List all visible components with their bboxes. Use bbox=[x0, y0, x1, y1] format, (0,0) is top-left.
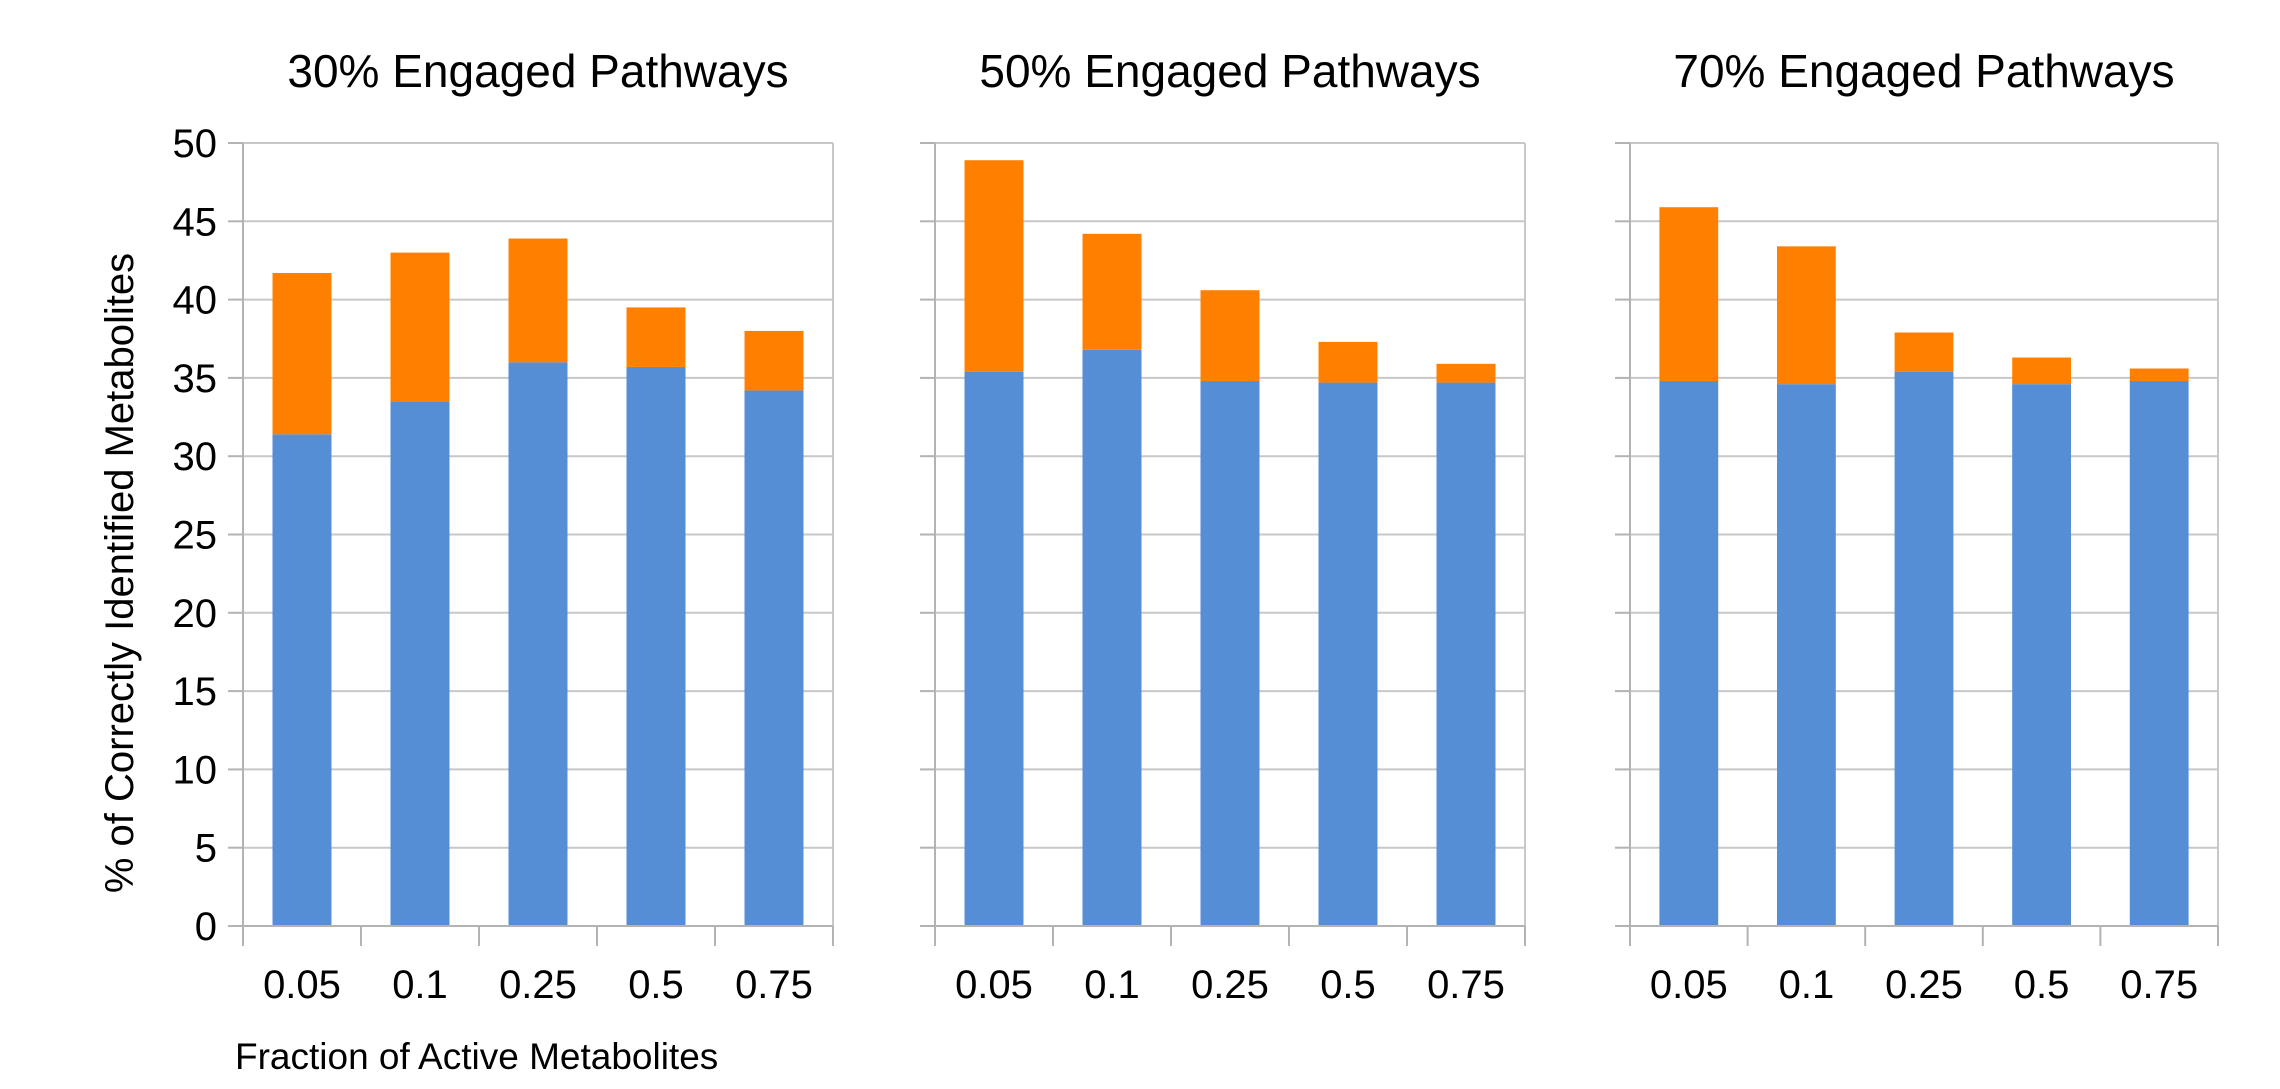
bar-segment-base bbox=[744, 390, 804, 927]
bar-segment-base bbox=[1200, 381, 1260, 927]
bar-segment-base bbox=[1777, 384, 1836, 926]
bar-segment-base bbox=[390, 401, 450, 926]
x-tick-label: 0.1 bbox=[1084, 963, 1140, 1007]
bar-segment-top bbox=[2129, 368, 2189, 382]
bar-segment-top bbox=[1318, 341, 1378, 383]
axes bbox=[228, 142, 834, 946]
bar-segment-base bbox=[272, 434, 332, 926]
chart-panel-50-percent: 50% Engaged Pathways 0.05 0.1 0.25 0.5 0.75 bbox=[920, 45, 1526, 1007]
bar-segment-base bbox=[1436, 382, 1496, 926]
bars bbox=[272, 238, 804, 927]
bar-segment-top bbox=[1082, 233, 1142, 350]
bar-segment-base bbox=[2012, 384, 2071, 926]
y-tick-label: 50 bbox=[173, 122, 218, 166]
x-tick-label: 0.5 bbox=[2014, 963, 2070, 1007]
chart-panel-70-percent: 70% Engaged Pathways 0.05 0.1 0.25 0.5 0.75 bbox=[1615, 45, 2219, 1007]
y-tick-label: 40 bbox=[173, 279, 218, 323]
bar-segment-base bbox=[1659, 381, 1719, 927]
bar-segment-base bbox=[2129, 381, 2189, 927]
bar-segment-top bbox=[1436, 363, 1496, 383]
x-tick-label: 0.75 bbox=[1427, 963, 1505, 1007]
y-tick-label: 30 bbox=[173, 435, 218, 479]
x-tick-label: 0.25 bbox=[499, 963, 577, 1007]
panel-title: 70% Engaged Pathways bbox=[1673, 45, 2174, 97]
x-tick-labels: 0.05 0.1 0.25 0.5 0.75 bbox=[955, 963, 1505, 1007]
bar-segment-base bbox=[1318, 382, 1378, 926]
y-tick-label: 35 bbox=[173, 357, 218, 401]
bar-segment-base bbox=[626, 366, 686, 926]
y-tick-label: 45 bbox=[173, 200, 218, 244]
bar-segment-base bbox=[508, 362, 568, 926]
bar-segment-base bbox=[1894, 371, 1954, 926]
x-tick-label: 0.1 bbox=[1779, 963, 1835, 1007]
bar-segment-top bbox=[1659, 207, 1719, 382]
x-tick-label: 0.5 bbox=[628, 963, 684, 1007]
x-tick-label: 0.1 bbox=[392, 963, 448, 1007]
x-tick-label: 0.05 bbox=[1650, 963, 1728, 1007]
bar-segment-top bbox=[508, 238, 568, 363]
bar-segment-top bbox=[390, 252, 450, 402]
y-tick-label: 5 bbox=[195, 827, 217, 871]
x-tick-labels: 0.05 0.1 0.25 0.5 0.75 bbox=[263, 963, 813, 1007]
y-tick-label: 25 bbox=[173, 514, 218, 558]
x-tick-label: 0.25 bbox=[1191, 963, 1269, 1007]
x-tick-label: 0.05 bbox=[955, 963, 1033, 1007]
bar-segment-top bbox=[964, 160, 1024, 372]
panel-title: 50% Engaged Pathways bbox=[979, 45, 1480, 97]
bar-segment-top bbox=[1894, 332, 1954, 372]
panel-title: 30% Engaged Pathways bbox=[287, 45, 788, 97]
bar-segment-top bbox=[1777, 246, 1836, 385]
y-axis-title: % of Correctly Identified Metabolites bbox=[98, 253, 142, 893]
y-tick-label: 0 bbox=[195, 905, 217, 949]
bar-segment-top bbox=[272, 272, 332, 435]
y-tick-label: 15 bbox=[173, 670, 218, 714]
y-tick-labels: 0 5 10 15 20 25 30 35 40 45 50 bbox=[173, 122, 218, 949]
bars bbox=[964, 160, 1496, 927]
x-tick-label: 0.75 bbox=[2120, 963, 2198, 1007]
x-tick-label: 0.5 bbox=[1320, 963, 1376, 1007]
bar-segment-top bbox=[1200, 290, 1260, 382]
axes bbox=[920, 142, 1526, 946]
chart-panel-30-percent: 30% Engaged Pathways 0 5 10 15 20 25 30 35 40 45 5… bbox=[173, 45, 834, 1007]
bar-segment-top bbox=[744, 330, 804, 391]
bar-segment-top bbox=[626, 307, 686, 367]
x-axis-title: Fraction of Active Metabolites bbox=[235, 1036, 718, 1077]
x-tick-label: 0.05 bbox=[263, 963, 341, 1007]
y-tick-label: 20 bbox=[173, 592, 218, 636]
bar-segment-top bbox=[2012, 357, 2071, 385]
bar-segment-base bbox=[964, 371, 1024, 926]
bars bbox=[1659, 207, 2189, 927]
y-tick-label: 10 bbox=[173, 748, 218, 792]
x-tick-labels: 0.05 0.1 0.25 0.5 0.75 bbox=[1650, 963, 2198, 1007]
x-tick-label: 0.75 bbox=[735, 963, 813, 1007]
bar-segment-base bbox=[1082, 349, 1142, 926]
x-tick-label: 0.25 bbox=[1885, 963, 1963, 1007]
axes bbox=[1615, 142, 2219, 946]
